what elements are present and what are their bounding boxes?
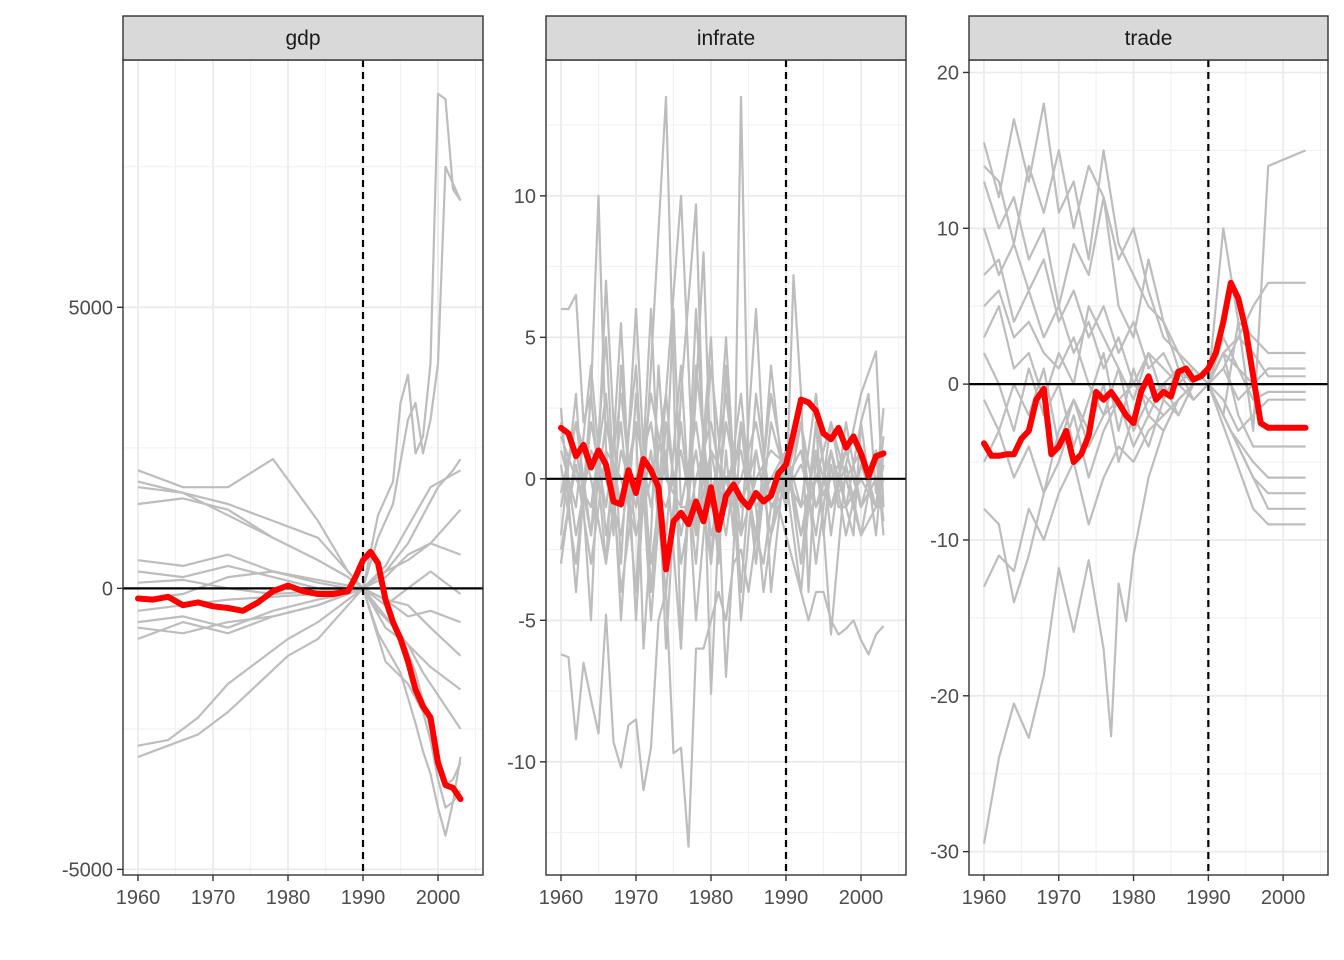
y-tick-label: 0 [948, 374, 959, 396]
panel-trade: trade -30 -20 -10 0 10 20 1960 1970 1980 1990 2000 [930, 15, 1329, 909]
y-tick-label: -30 [930, 842, 959, 864]
x-tick-label: 1970 [191, 887, 236, 909]
panel-background [123, 60, 483, 875]
y-tick-label: -10 [507, 752, 536, 774]
panel-background [969, 60, 1328, 875]
background-series-line [137, 165, 462, 590]
x-tick-label: 1960 [116, 887, 161, 909]
x-tick-label: 2000 [839, 887, 884, 909]
background-series-line [983, 289, 1306, 432]
y-tick-label: 0 [102, 578, 113, 600]
y-tick-label: 20 [937, 62, 959, 84]
x-tick-label: 2000 [416, 887, 461, 909]
y-tick-label: -10 [930, 530, 959, 552]
background-series-line [137, 469, 462, 590]
background-series-line [982, 227, 1306, 386]
y-tick-label: -20 [930, 686, 959, 708]
facet-strip-label: infrate [697, 27, 755, 50]
x-tick-label: 1970 [614, 887, 659, 909]
x-tick-label: 1980 [1111, 887, 1156, 909]
background-series-line [137, 92, 462, 601]
background-series-line [559, 364, 885, 622]
y-tick-label: -5 [518, 610, 536, 632]
x-tick-label: 1980 [266, 887, 311, 909]
background-series-line [559, 95, 885, 650]
background-series-line [982, 181, 1306, 401]
facet-strip [122, 15, 484, 61]
x-tick-label: 1990 [341, 887, 386, 909]
x-tick-label: 1990 [764, 887, 809, 909]
y-tick-label: 0 [525, 469, 536, 491]
x-tick-label: 1970 [1037, 887, 1082, 909]
background-series-line [983, 383, 1306, 495]
x-tick-label: 1960 [962, 887, 1007, 909]
y-tick-label: 10 [937, 218, 959, 240]
facet-strip [545, 15, 907, 61]
treated-series-line [981, 279, 1309, 465]
facet-strip [968, 15, 1329, 61]
panel-infrate: infrate -10 -5 0 5 10 1960 1970 1980 1990 2000 [507, 15, 907, 909]
y-tick-label: -5000 [62, 859, 113, 881]
x-tick-label: 1980 [689, 887, 734, 909]
y-tick-label: 5 [525, 327, 536, 349]
data-layer [969, 60, 1328, 875]
data-layer [123, 60, 483, 875]
background-series-line [983, 305, 1306, 401]
treated-series-line [558, 396, 887, 573]
facet-strip-label: gdp [285, 27, 320, 50]
data-layer [546, 60, 906, 875]
x-tick-label: 1960 [539, 887, 584, 909]
x-tick-label: 1990 [1186, 887, 1231, 909]
y-tick-label: 5000 [69, 297, 114, 319]
background-series-line [137, 458, 462, 809]
x-tick-label: 2000 [1261, 887, 1306, 909]
treated-series-line [135, 548, 464, 803]
background-series-line [983, 383, 1306, 588]
background-series-line [983, 149, 1307, 432]
panel-gdp: gdp -5000 0 5000 1960 1970 1980 1990 2000 [62, 15, 484, 909]
facet-strip-label: trade [1125, 27, 1173, 50]
y-tick-label: 10 [514, 186, 536, 208]
